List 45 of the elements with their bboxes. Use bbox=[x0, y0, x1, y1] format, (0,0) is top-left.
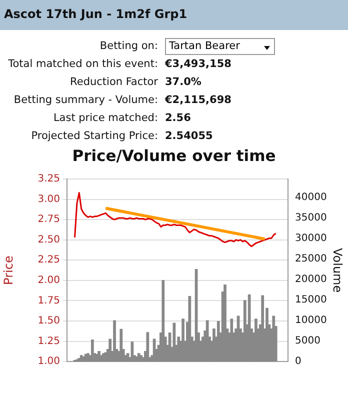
text: €2,115,698 bbox=[165, 94, 232, 106]
text: €3,493,158 bbox=[165, 58, 232, 70]
y-axis-title: Price bbox=[1, 256, 16, 285]
bar bbox=[162, 280, 165, 362]
y2-tick-label: 15000 bbox=[295, 294, 327, 306]
text: Reduction Factor bbox=[70, 76, 158, 88]
y-tick-label: 2.25 bbox=[38, 254, 60, 266]
text: Last price matched: bbox=[53, 112, 158, 124]
text: 2.54055 bbox=[165, 130, 213, 142]
y-tick-label: 3.00 bbox=[38, 194, 60, 205]
y-tick-label: 2.00 bbox=[38, 275, 60, 286]
y-tick-label: 2.75 bbox=[38, 214, 60, 226]
y2-tick-label: 30000 bbox=[295, 233, 327, 244]
text: Tartan Bearer bbox=[165, 38, 275, 55]
text: 2.56 bbox=[165, 112, 191, 124]
y-tick-label: 1.50 bbox=[38, 316, 60, 327]
bar bbox=[120, 328, 123, 362]
bar bbox=[90, 340, 94, 362]
y2-tick-label: 0 bbox=[295, 356, 302, 368]
text: Betting summary - Volume: bbox=[14, 94, 158, 106]
chart-title: Price/Volume over time bbox=[71, 147, 277, 165]
bar bbox=[188, 296, 192, 362]
y2-tick-label: 10000 bbox=[295, 315, 327, 326]
text: Total matched on this event: bbox=[8, 58, 158, 70]
y-tick-label: 1.75 bbox=[38, 295, 60, 306]
y2-tick-label: 25000 bbox=[295, 254, 327, 265]
y2-tick-label: 5000 bbox=[295, 336, 320, 347]
y-tick-label: 1.00 bbox=[38, 356, 60, 368]
bar bbox=[230, 318, 234, 362]
y2-tick-label: 20000 bbox=[295, 274, 327, 286]
y2-tick-label: 35000 bbox=[295, 212, 327, 224]
text: 37.0% bbox=[165, 76, 202, 88]
bar bbox=[146, 332, 150, 362]
y-tick-label: 3.25 bbox=[38, 174, 60, 185]
bar bbox=[224, 284, 226, 362]
bar bbox=[272, 316, 276, 362]
text: Ascot 17th Jun - 1m2f Grp1 bbox=[0, 0, 348, 30]
text: Betting on: bbox=[100, 40, 158, 52]
y2-tick-label: 40000 bbox=[295, 192, 327, 204]
y2-axis-title: Volume bbox=[330, 248, 345, 293]
text: Projected Starting Price: bbox=[31, 130, 158, 142]
bar bbox=[140, 355, 142, 362]
y-tick-label: 1.25 bbox=[38, 336, 60, 347]
bar bbox=[261, 295, 264, 362]
y-tick-label: 2.50 bbox=[38, 234, 60, 246]
